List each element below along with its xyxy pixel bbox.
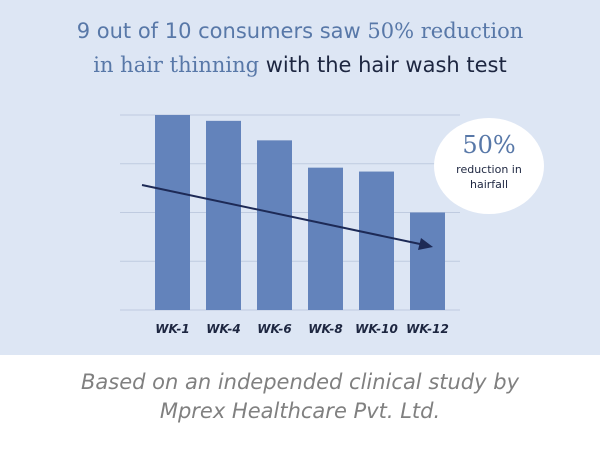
bar-wk-6: [257, 140, 292, 310]
footer-line-2: Mprex Healthcare Pvt. Ltd.: [159, 399, 441, 423]
footer-line-1: Based on an independed clinical study by: [81, 370, 519, 394]
x-tick-label: WK-12: [406, 322, 449, 336]
x-tick-label: WK-4: [206, 322, 240, 336]
x-tick-label: WK-6: [257, 322, 291, 336]
headline-part-4: with the hair wash test: [259, 53, 507, 77]
bar-wk-10: [359, 171, 394, 310]
reduction-badge: 50% reduction in hairfall: [434, 118, 544, 214]
trend-arrow-line: [141, 184, 421, 245]
bar-wk-1: [155, 115, 190, 310]
bar-wk-12: [410, 212, 445, 310]
x-tick-label: WK-8: [308, 322, 342, 336]
footer-note: Based on an independed clinical study by…: [0, 368, 600, 426]
x-tick-label: WK-1: [155, 322, 189, 336]
bar-wk-8: [308, 167, 343, 310]
x-tick-label: WK-10: [355, 322, 398, 336]
headline: 9 out of 10 consumers saw 50% reduction …: [0, 14, 600, 82]
headline-part-2: 50% reduction: [367, 19, 524, 43]
bar-chart: WK-1 WK-4 WK-6 WK-8 WK-10 WK-12: [120, 114, 460, 336]
badge-value: 50%: [462, 131, 516, 159]
trend-arrow-head: [418, 238, 433, 250]
headline-part-1: 9 out of 10 consumers saw: [76, 19, 368, 43]
bar-wk-4: [206, 120, 241, 310]
headline-line-2: in hair thinning with the hair wash test: [0, 48, 600, 82]
headline-line-1: 9 out of 10 consumers saw 50% reduction: [0, 14, 600, 48]
badge-text: reduction in hairfall: [456, 163, 522, 191]
headline-part-3: in hair thinning: [93, 53, 260, 77]
